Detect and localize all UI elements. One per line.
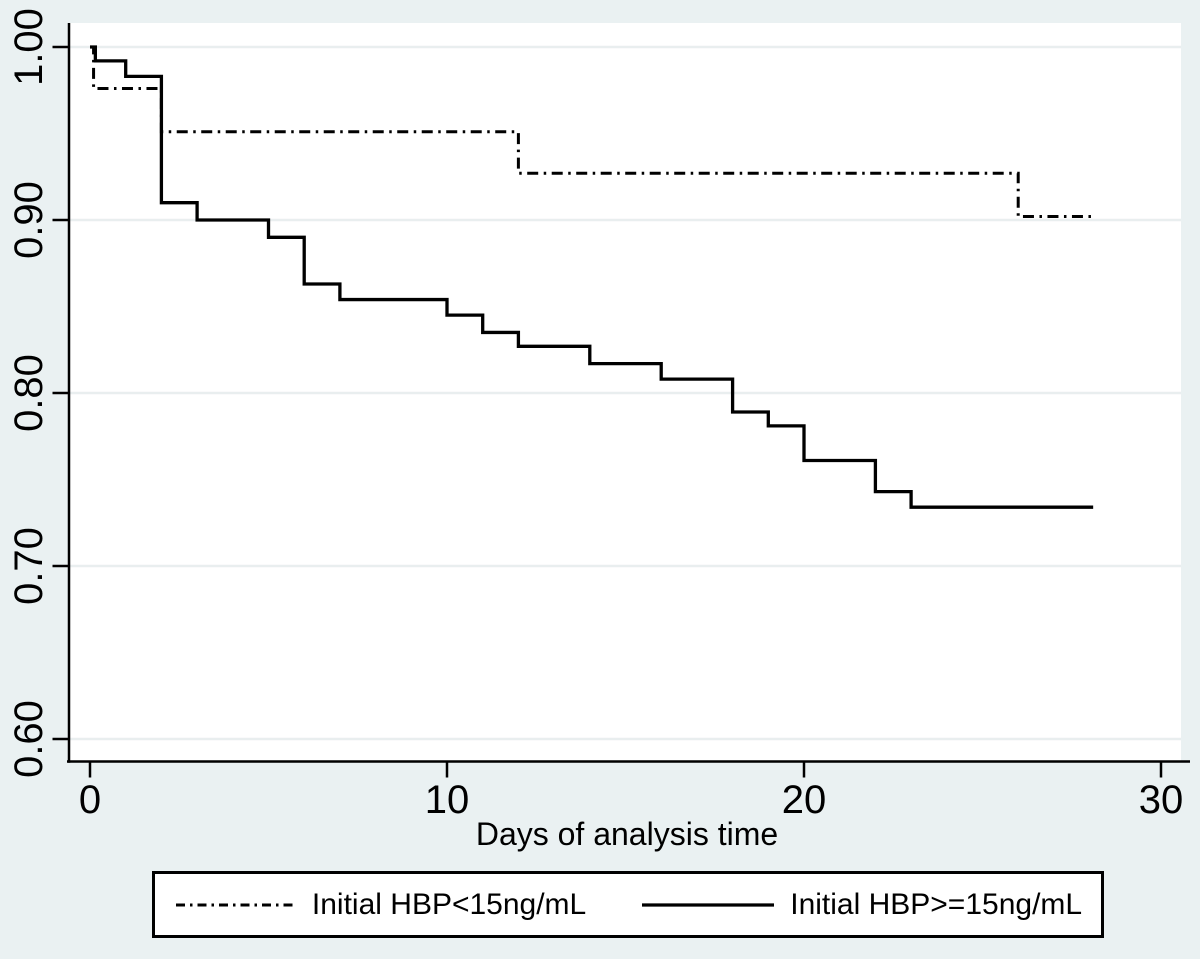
y-tick-label: 0.70	[7, 527, 51, 605]
legend: Initial HBP<15ng/mL Initial HBP>=15ng/mL	[152, 871, 1104, 938]
legend-label-hbp-ge15: Initial HBP>=15ng/mL	[790, 887, 1083, 921]
y-tick-label: 0.80	[7, 354, 51, 432]
y-tick-label: 0.60	[7, 700, 51, 778]
dashdot-line-sample	[175, 903, 296, 906]
x-tick-label: 10	[425, 778, 470, 822]
x-axis-title: Days of analysis time	[475, 816, 779, 852]
legend-label-hbp-lt15: Initial HBP<15ng/mL	[311, 887, 587, 921]
y-tick-label: 0.90	[7, 181, 51, 259]
legend-entry-hbp-lt15: Initial HBP<15ng/mL	[174, 888, 586, 922]
solid-line-sample	[642, 902, 775, 907]
legend-entry-hbp-ge15: Initial HBP>=15ng/mL	[640, 888, 1082, 922]
survival-curve-hbp-ge-15	[90, 45, 1094, 509]
x-tick-label: 20	[782, 778, 827, 822]
survival-plot: 1.00 0.90 0.80 0.70 0.60 0 10 20 30	[7, 8, 1190, 822]
x-tick-label: 30	[1139, 778, 1184, 822]
y-tick-label: 1.00	[7, 8, 51, 86]
x-tick-label: 0	[79, 778, 101, 822]
